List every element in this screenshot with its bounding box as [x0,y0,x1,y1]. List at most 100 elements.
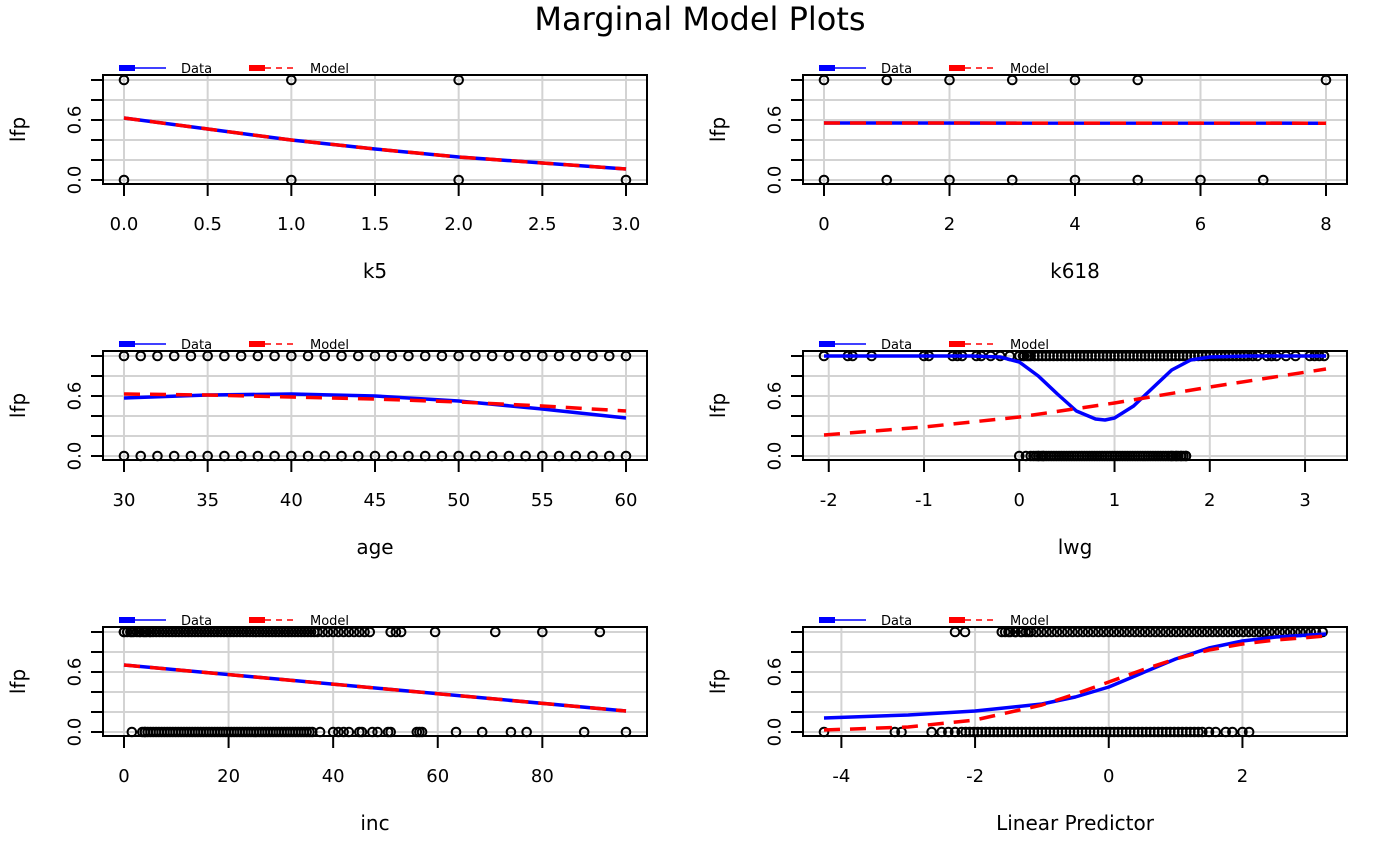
series-model-line [823,367,1327,437]
x-tick-label: -1 [915,490,933,511]
x-tick-label: 40 [322,766,345,787]
x-tick-label: 80 [531,766,554,787]
y-axis-label: lfp [706,669,730,694]
legend-model-swatch [249,65,265,71]
x-tick-label: 1.0 [277,214,306,235]
x-tick-label: 30 [113,490,136,511]
x-axis-label: k5 [363,259,387,283]
plot-frame [102,626,648,737]
x-tick-label: 60 [615,490,638,511]
grid [103,627,647,736]
x-tick-label: -2 [820,490,838,511]
legend-data-label: Data [181,614,212,629]
y-tick-label: 0.0 [65,718,86,747]
legend-model-label: Model [1010,338,1049,353]
x-tick-label: 2 [1204,490,1215,511]
legend: Data Model [819,62,1049,77]
chart-title: Marginal Model Plots [534,0,865,38]
x-tick-label: 1 [1109,490,1120,511]
x-tick-label: 4 [1069,214,1080,235]
series-data-line [823,632,1327,720]
x-tick-label: 2 [944,214,955,235]
legend-model-label: Model [310,338,349,353]
y-tick-label: 0.0 [65,166,86,195]
x-tick-label: 0.5 [193,214,222,235]
x-tick-label: 0 [818,214,829,235]
series-model-line [823,634,1327,732]
legend-model-swatch [249,341,265,347]
x-tick-label: 6 [1195,214,1206,235]
x-tick-label: 0.0 [110,214,139,235]
grid [103,351,647,460]
legend-model-swatch [949,617,965,623]
legend-model-swatch [949,341,965,347]
x-tick-label: 0 [1103,766,1114,787]
grid [103,75,647,184]
legend-data-swatch [119,65,135,71]
x-tick-label: 3.0 [612,214,641,235]
legend: Data Model [119,338,349,353]
panel-lwg: 0.0 0.6 lfp -2 -1 0 1 2 3 lwg Data Model [706,338,1348,559]
x-tick-label: 2.0 [444,214,473,235]
y-tick-label: 0.6 [65,658,86,687]
legend: Data Model [819,338,1049,353]
y-axis-label: lfp [6,117,30,142]
legend-data-swatch [119,617,135,623]
panel-k5: 0.0 0.6 lfp 0.0 0.5 1.0 1.5 2.0 2.5 3.0 k5 Data Mode… [6,62,648,283]
panel-k618: 0.0 0.6 lfp 0 2 4 6 8 k618 Data Model [706,62,1348,283]
x-axis-label: lwg [1058,535,1093,559]
x-tick-label: 45 [364,490,387,511]
legend-model-label: Model [310,614,349,629]
series-model-line [123,116,627,171]
plot-frame [802,626,1348,737]
x-tick-label: 20 [217,766,240,787]
y-axis-label: lfp [6,669,30,694]
plot-frame [802,350,1348,461]
x-tick-label: 2 [1237,766,1248,787]
legend-model-swatch [949,65,965,71]
x-tick-label: 50 [447,490,470,511]
y-tick-label: 0.6 [65,106,86,135]
legend-model-label: Model [1010,62,1049,77]
y-axis-label: lfp [6,393,30,418]
points [818,350,1330,462]
panel-inc: 0.0 0.6 lfp 0 20 40 60 80 inc Data Model [6,614,648,835]
y-tick-label: 0.0 [765,718,786,747]
x-axis-label: inc [360,811,389,835]
points [818,626,1328,738]
y-tick-label: 0.6 [65,382,86,411]
x-tick-label: 2.5 [528,214,557,235]
y-axis-label: lfp [706,393,730,418]
y-tick-label: 0.6 [765,106,786,135]
panel-linear-predictor: 0.0 0.6 lfp -4 -2 0 2 Linear Predictor Data Model [706,614,1348,835]
x-tick-label: 40 [280,490,303,511]
x-tick-label: 3 [1299,490,1310,511]
series-model-line [123,392,627,413]
legend-model-label: Model [1010,614,1049,629]
x-tick-label: 1.5 [361,214,390,235]
y-tick-label: 0.6 [765,658,786,687]
grid [803,75,1347,184]
series-model-line [123,663,627,713]
legend-data-swatch [119,341,135,347]
legend-model-label: Model [310,62,349,77]
x-tick-label: 8 [1320,214,1331,235]
x-axis-label: k618 [1050,259,1100,283]
legend-data-label: Data [181,338,212,353]
panel-age: 0.0 0.6 lfp 30 35 40 45 50 55 60 age Data Model [6,338,648,559]
legend-data-label: Data [881,338,912,353]
legend: Data Model [119,62,349,77]
x-tick-label: 55 [531,490,554,511]
x-tick-label: -2 [966,766,984,787]
legend-data-swatch [819,617,835,623]
grid [803,351,1347,460]
series-data-line [824,354,1326,422]
y-tick-label: 0.6 [765,382,786,411]
x-tick-label: 0 [118,766,129,787]
x-tick-label: -4 [832,766,850,787]
legend-data-swatch [819,341,835,347]
x-axis-label: age [356,535,393,559]
panels-container: 0.0 0.6 lfp 0.0 0.5 1.0 1.5 2.0 2.5 3.0 k5 Data Mode… [6,62,1348,835]
y-tick-label: 0.0 [65,442,86,471]
grid [803,627,1347,736]
